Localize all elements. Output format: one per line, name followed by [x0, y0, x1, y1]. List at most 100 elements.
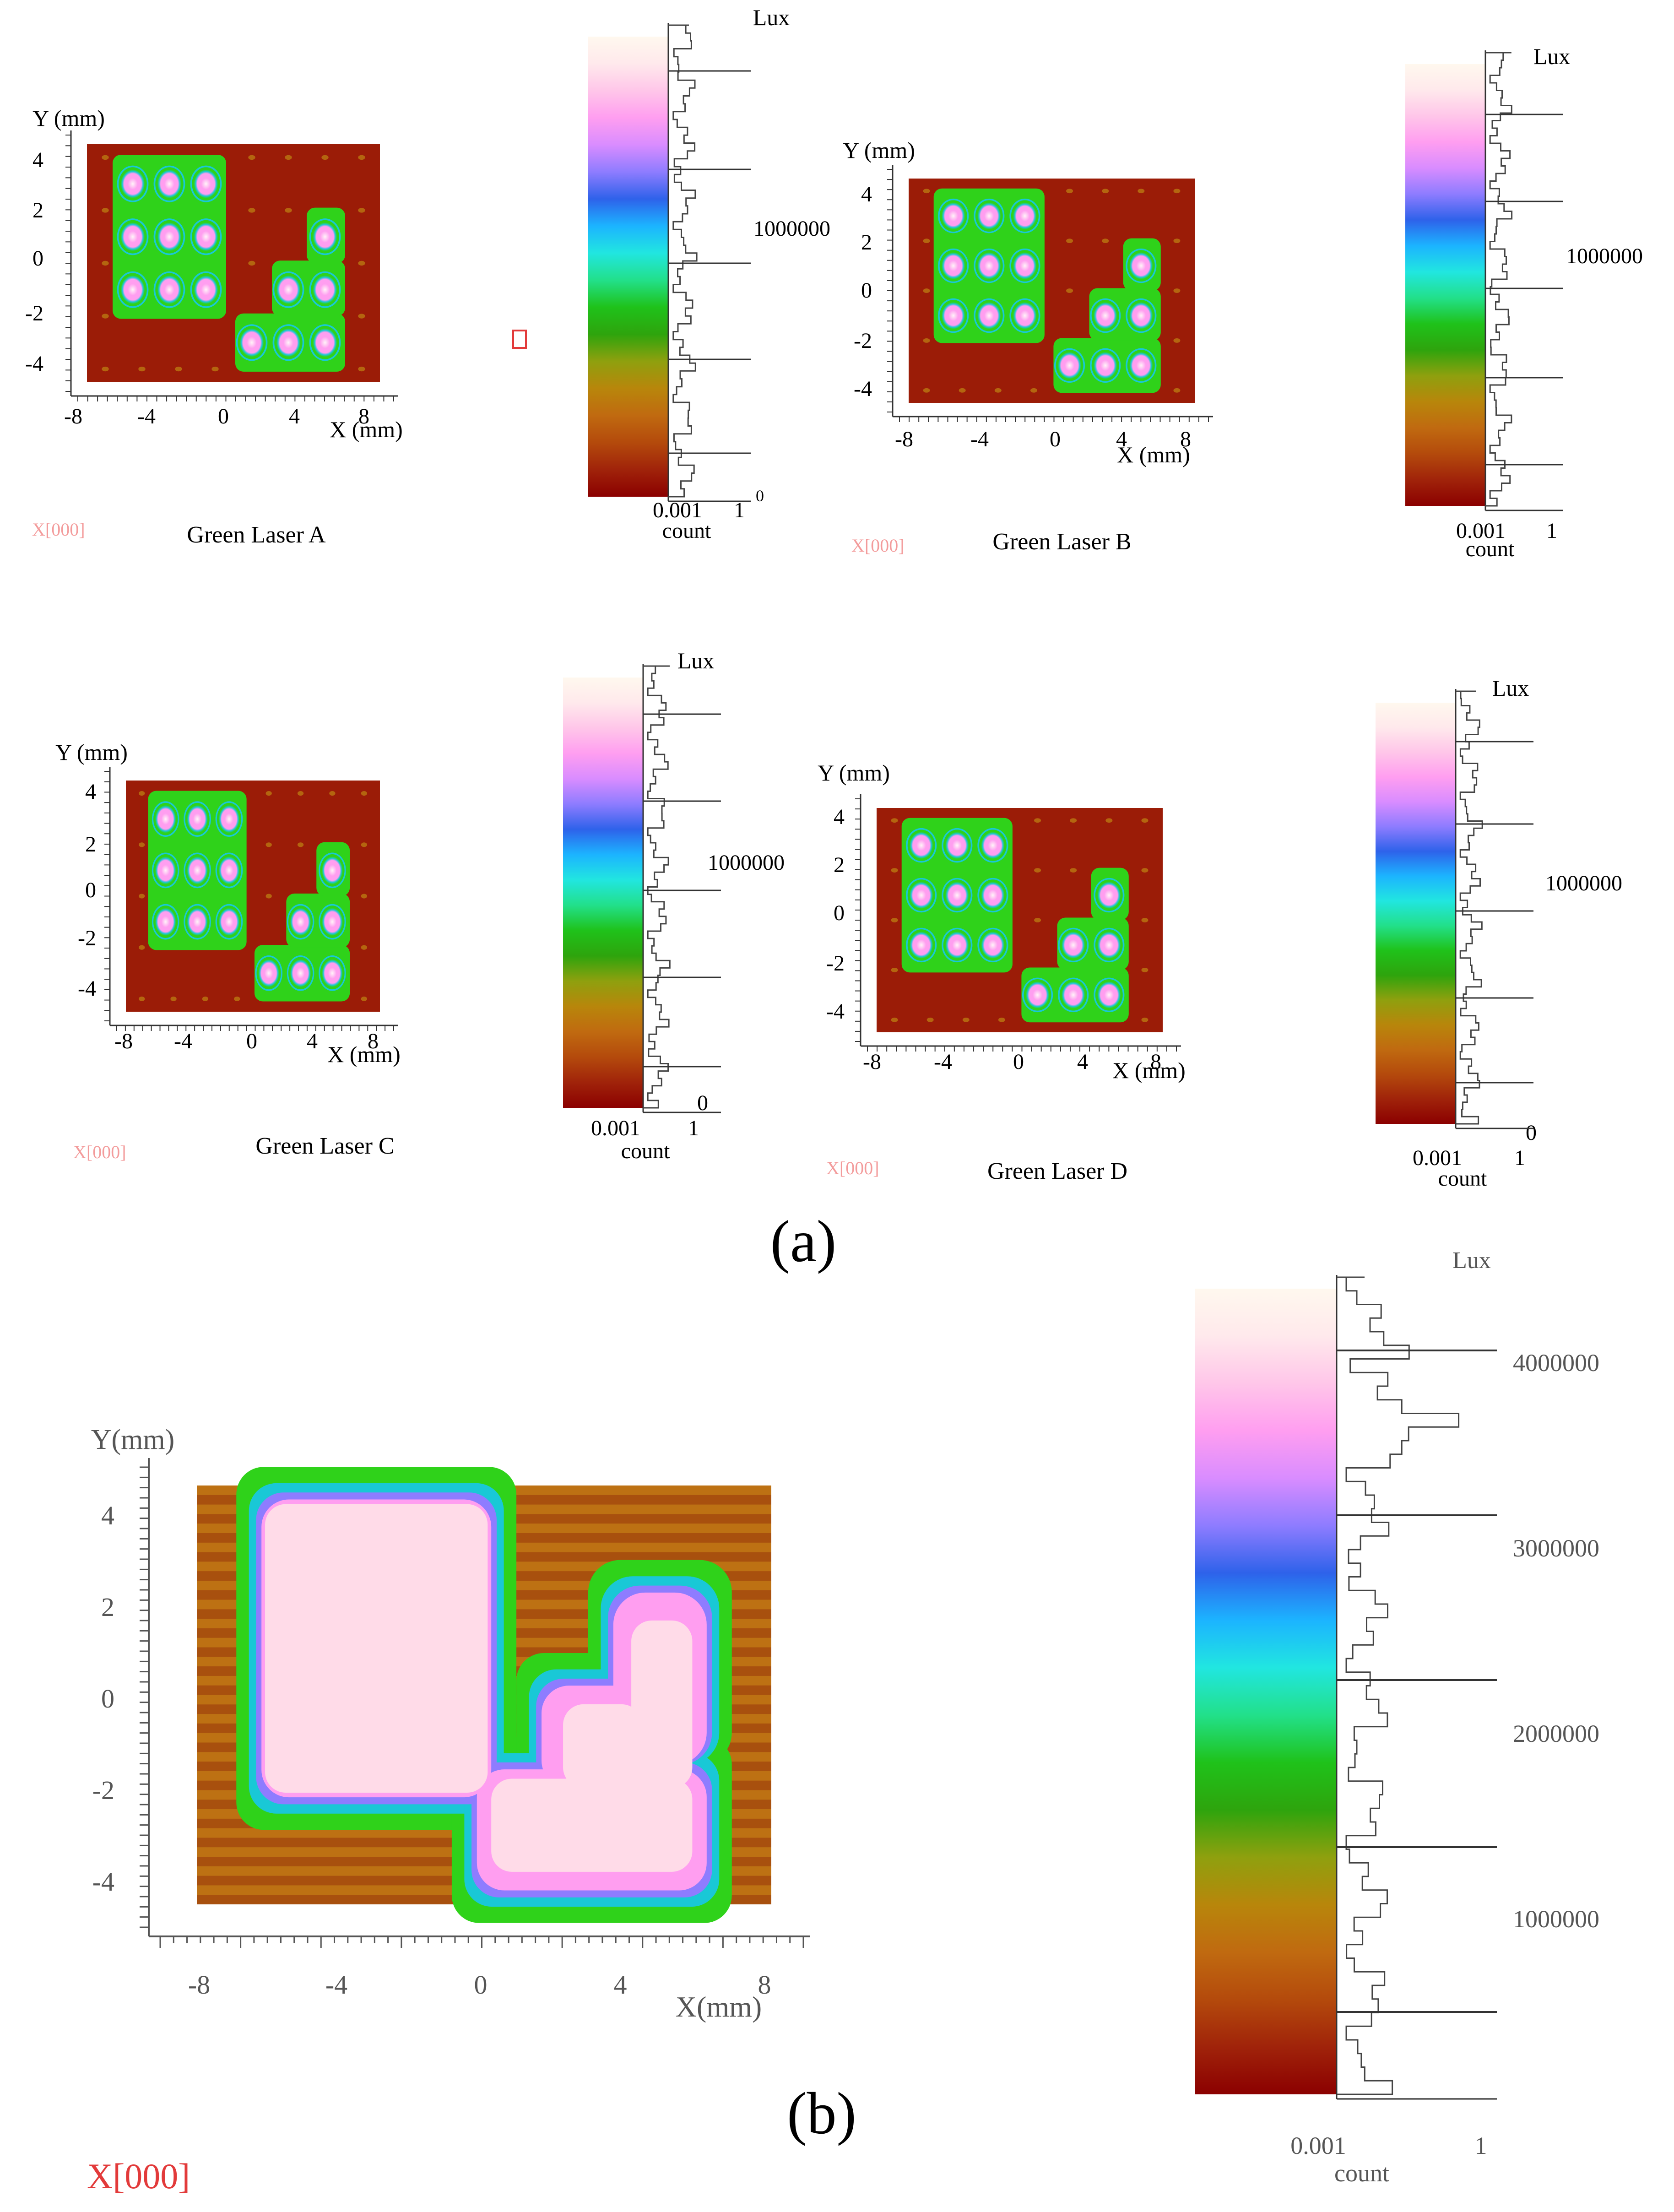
spot — [907, 929, 935, 961]
spot — [939, 300, 967, 331]
spot — [1059, 979, 1087, 1011]
colorbar-c-count-label: count — [621, 1139, 670, 1163]
colorbar-e-unit: Lux — [1452, 1247, 1491, 1274]
background-dot — [265, 842, 272, 847]
spot — [256, 957, 281, 990]
plot-a-xlabel: X (mm) — [330, 417, 403, 442]
background-dot — [1141, 918, 1149, 922]
region-b-peak — [491, 1778, 693, 1872]
plot-e-xtick: -8 — [188, 1970, 210, 2000]
plot-b-ylabel: Y (mm) — [843, 137, 915, 163]
plot-a-ytick: 4 — [33, 148, 43, 172]
heatmap-e — [140, 1458, 810, 1948]
plot-d-title: Green Laser D — [987, 1158, 1127, 1184]
background-dot — [358, 155, 365, 160]
background-dot — [285, 208, 292, 213]
colorbar-a-unit: Lux — [753, 5, 790, 30]
colorbar-e-tick: 3000000 — [1513, 1534, 1599, 1562]
spot — [185, 905, 210, 938]
histogram-outline — [1337, 1276, 1460, 2095]
colorbar-graphic — [588, 23, 751, 502]
background-dot — [926, 1017, 934, 1022]
plot-c-xtick: 8 — [368, 1029, 379, 1053]
plot-a-ytick: -2 — [25, 301, 43, 325]
background-dot — [962, 1017, 970, 1022]
colorbar-c-tick: 1000000 — [708, 851, 785, 875]
marker-square — [512, 330, 527, 349]
spot — [975, 300, 1003, 331]
background-dot — [265, 791, 272, 796]
background-dot — [248, 208, 255, 213]
spot — [1091, 300, 1119, 331]
background-dot — [923, 388, 930, 393]
colorbar-graphic — [1376, 689, 1533, 1129]
plot-b: Y (mm) X (mm) 4 2 0 -2 -4 -8 -4 0 4 8 Gr… — [843, 137, 1191, 555]
region-a-peak — [265, 1504, 488, 1793]
spot — [320, 905, 345, 938]
plot-c-xtick: 0 — [246, 1029, 257, 1053]
background-dot — [285, 155, 292, 160]
plot-e-ylabel: Y(mm) — [91, 1424, 175, 1455]
colorbar-a-count-max: 1 — [734, 498, 745, 522]
heatmap-c — [104, 767, 398, 1031]
colorbar-e-count-label: count — [1334, 2159, 1389, 2187]
heatmap-d — [855, 794, 1181, 1052]
colorbar-e-tick: 1000000 — [1513, 1905, 1599, 1933]
plot-e: Y(mm) X(mm) 4 2 0 -2 -4 -8 -4 0 4 8 — [91, 1424, 771, 2023]
background-dot — [202, 996, 209, 1001]
background-dot — [361, 894, 367, 899]
background-dot — [923, 189, 930, 194]
stamp-a: X[000] — [32, 519, 85, 540]
region-b-peak — [631, 1620, 693, 1788]
plot-c: Y (mm) X (mm) 4 2 0 -2 -4 -8 -4 0 4 8 Gr… — [55, 739, 401, 1159]
plot-e-xtick: 0 — [474, 1970, 488, 2000]
spot — [979, 929, 1007, 961]
spot — [939, 200, 967, 232]
plot-b-ytick: 0 — [861, 278, 872, 303]
plot-d-ylabel: Y (mm) — [818, 760, 890, 786]
background-dot — [1030, 388, 1037, 393]
background-dot — [139, 791, 145, 796]
plot-c-ylabel: Y (mm) — [55, 739, 128, 765]
plot-b-xtick: -8 — [895, 427, 913, 451]
colorbar-d: Lux 1000000 0 0.001 1 count — [1413, 675, 1622, 1191]
plot-a-xtick: 8 — [358, 404, 369, 428]
stamp-c: X[000] — [73, 1142, 126, 1162]
plot-d-ytick: 0 — [834, 901, 845, 925]
colorbar-a-count-min: 0.001 — [653, 498, 702, 522]
stamp-b: X[000] — [851, 535, 905, 556]
plot-a-xtick: -4 — [137, 404, 156, 428]
background-dot — [1173, 239, 1181, 244]
spot — [217, 854, 242, 887]
plot-a-xtick: -8 — [64, 404, 82, 428]
background-dot — [329, 791, 336, 796]
background-dot — [891, 967, 898, 972]
background-dot — [139, 996, 145, 1001]
colorbar-strip — [563, 678, 643, 1108]
plot-b-ytick: 2 — [861, 230, 872, 255]
plot-d-ytick: -4 — [826, 999, 845, 1024]
colorbar-strip — [1405, 64, 1485, 506]
background-dot — [1066, 239, 1073, 244]
background-dot — [358, 260, 365, 266]
colorbar-graphic — [563, 664, 721, 1113]
spot — [217, 802, 242, 835]
colorbar-d-count-min: 0.001 — [1413, 1146, 1462, 1170]
spot — [1059, 929, 1087, 961]
plot-c-ytick: 0 — [85, 878, 96, 902]
plot-e-ytick: -4 — [92, 1867, 114, 1897]
colorbar-b-count-min: 0.001 — [1456, 519, 1506, 543]
colorbar-a-count-label: count — [662, 519, 711, 543]
plot-b-ytick: 4 — [861, 182, 872, 206]
colorbar-a-tick: 1000000 — [753, 217, 830, 241]
plot-b-xtick: 4 — [1116, 427, 1127, 451]
stamp-d: X[000] — [826, 1158, 879, 1178]
background-dot — [139, 945, 145, 950]
spot — [119, 167, 147, 201]
background-dot — [297, 791, 304, 796]
plot-b-ytick: -4 — [854, 377, 872, 401]
spot — [274, 325, 303, 359]
spot — [979, 879, 1007, 911]
spot — [1095, 979, 1123, 1011]
